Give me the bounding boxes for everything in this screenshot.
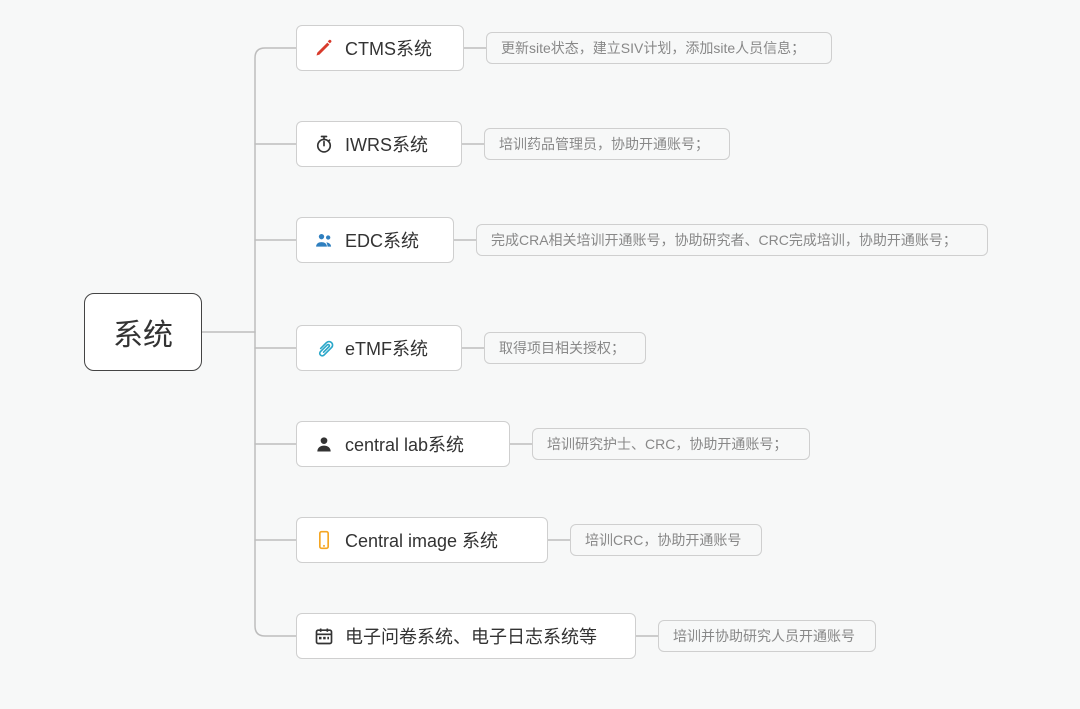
root-node-label: 系统	[113, 310, 173, 354]
child-node-centrallab: central lab系统	[296, 421, 510, 467]
child-node-edc: EDC系统	[296, 217, 454, 263]
desc-node-edc: 完成CRA相关培训开通账号，协助研究者、CRC完成培训，协助开通账号；	[476, 224, 988, 256]
desc-node-ctms: 更新site状态，建立SIV计划，添加site人员信息；	[486, 32, 832, 64]
child-node-label: EDC系统	[345, 227, 419, 253]
desc-node-iwrs: 培训药品管理员，协助开通账号；	[484, 128, 730, 160]
desc-node-text: 更新site状态，建立SIV计划，添加site人员信息；	[501, 38, 805, 58]
desc-node-text: 培训研究护士、CRC，协助开通账号；	[547, 434, 787, 454]
desc-node-questionnaire: 培训并协助研究人员开通账号	[658, 620, 876, 652]
root-node: 系统	[84, 293, 202, 371]
desc-node-text: 培训并协助研究人员开通账号	[673, 626, 855, 646]
child-node-questionnaire: 电子问卷系统、电子日志系统等	[296, 613, 636, 659]
pencil-icon	[313, 37, 335, 59]
desc-node-centralimage: 培训CRC，协助开通账号	[570, 524, 762, 556]
stopwatch-icon	[313, 133, 335, 155]
user-icon	[313, 433, 335, 455]
desc-node-text: 完成CRA相关培训开通账号，协助研究者、CRC完成培训，协助开通账号；	[491, 230, 957, 250]
child-node-label: Central image 系统	[345, 527, 498, 553]
child-node-label: central lab系统	[345, 431, 464, 457]
mindmap-canvas: 系统 CTMS系统 更新site状态，建立SIV计划，添加site人员信息； I…	[0, 0, 1080, 709]
child-node-etmf: eTMF系统	[296, 325, 462, 371]
child-node-label: eTMF系统	[345, 335, 428, 361]
child-node-iwrs: IWRS系统	[296, 121, 462, 167]
desc-node-text: 培训药品管理员，协助开通账号；	[499, 134, 709, 154]
desc-node-text: 培训CRC，协助开通账号	[585, 530, 741, 550]
desc-node-text: 取得项目相关授权；	[499, 338, 625, 358]
child-node-ctms: CTMS系统	[296, 25, 464, 71]
child-node-label: 电子问卷系统、电子日志系统等	[345, 623, 597, 649]
paperclip-icon	[313, 337, 335, 359]
child-node-label: CTMS系统	[345, 35, 432, 61]
child-node-label: IWRS系统	[345, 131, 428, 157]
desc-node-etmf: 取得项目相关授权；	[484, 332, 646, 364]
child-node-centralimage: Central image 系统	[296, 517, 548, 563]
calendar-icon	[313, 625, 335, 647]
phone-icon	[313, 529, 335, 551]
desc-node-centrallab: 培训研究护士、CRC，协助开通账号；	[532, 428, 810, 460]
users-icon	[313, 229, 335, 251]
